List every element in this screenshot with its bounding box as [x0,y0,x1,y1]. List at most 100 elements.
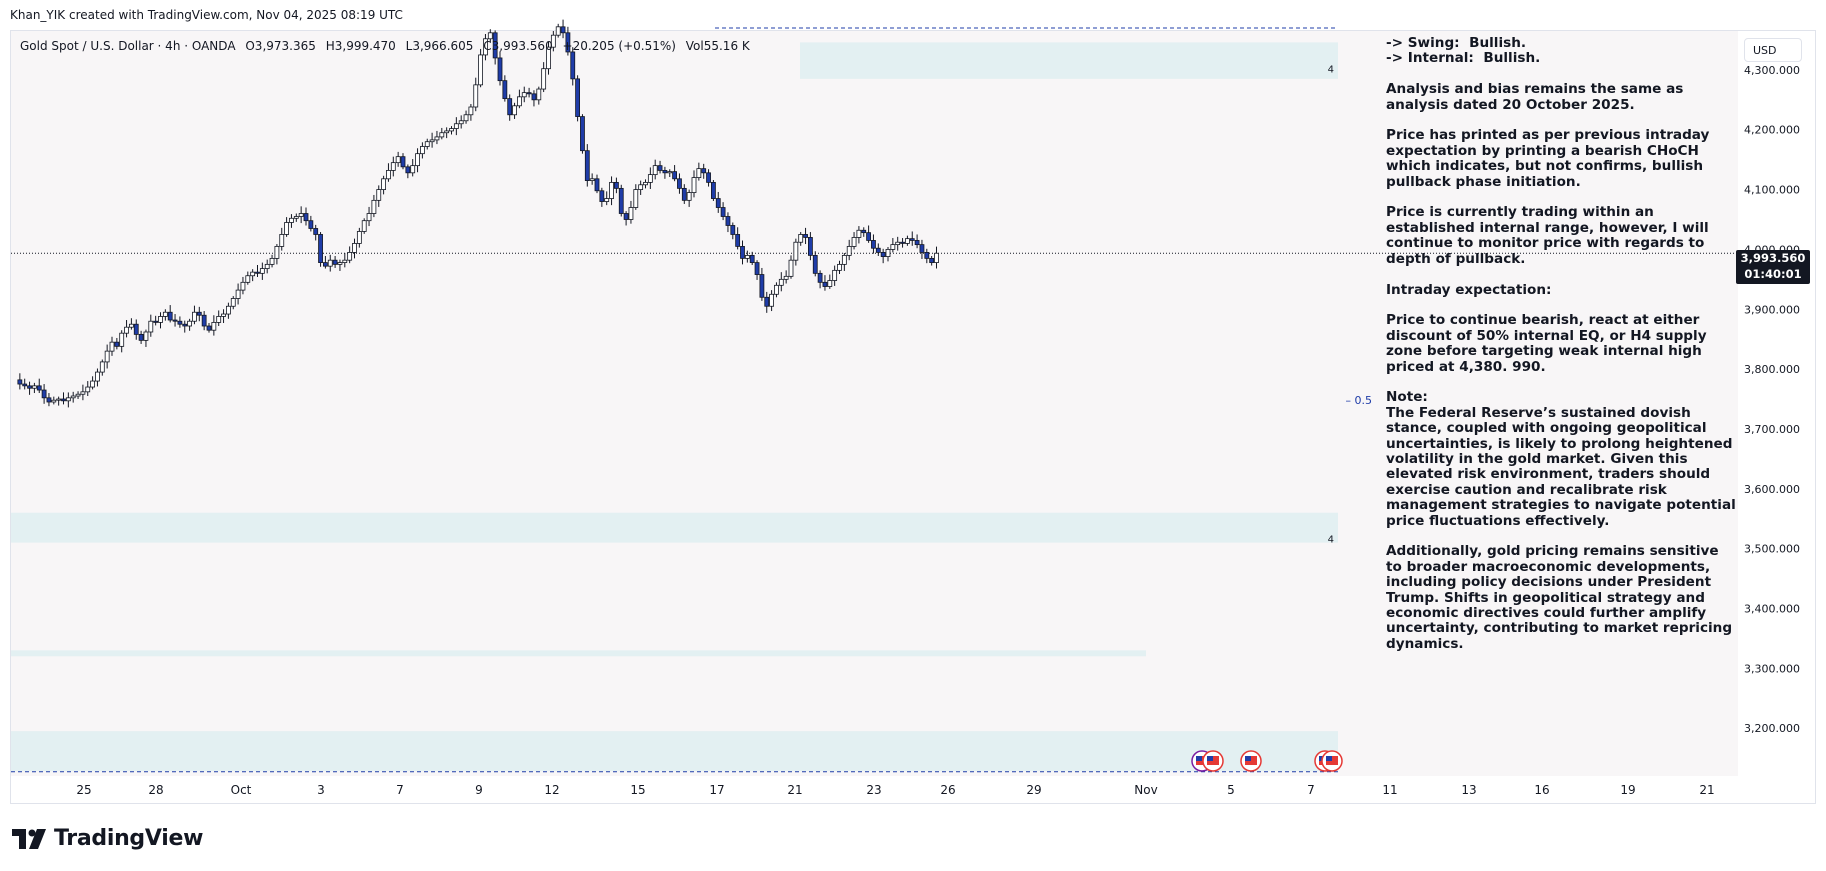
candle-body [512,105,517,116]
x-tick-label: 3 [317,783,325,797]
event-flag-canton [1245,756,1251,761]
y-tick-label: 3,900.000 [1744,303,1800,316]
candle [643,179,648,189]
candle-body [914,240,920,246]
x-tick-label: 21 [1699,783,1714,797]
candle-body [172,319,178,322]
candle [487,29,493,43]
chart-credit: Khan_YIK created with TradingView.com, N… [10,8,403,22]
candle-body [681,187,687,201]
candle-body [856,229,862,238]
candle-body [934,252,939,263]
candle [594,174,600,194]
candle [677,173,682,194]
candle [837,260,842,274]
candle [715,191,721,213]
candle-body [837,263,842,271]
candle [565,26,571,56]
candle-body [434,136,440,141]
candle-body [487,32,493,40]
candle [856,226,862,244]
candle-body [778,278,784,286]
candle [832,265,838,286]
candle-body [444,130,450,134]
candle [386,163,391,182]
candle-body [347,252,353,261]
candle [803,227,808,245]
currency-selector[interactable]: USD [1744,38,1802,62]
candle-body [303,213,309,222]
time-axis: 25 28 Oct 3 7 9 12 15 17 21 23 26 29 Nov 5 7 11 13 16 19 21 [76,783,1714,797]
candle-body [192,311,197,322]
candle-body [308,220,314,229]
candle [240,276,246,295]
candle [589,173,595,185]
candle [740,240,745,265]
candle-body [274,246,280,259]
candle [303,207,309,226]
eq-label: – 0.5 [1346,394,1373,407]
candle-body [478,54,484,86]
candle-body [880,252,886,257]
candle [846,239,852,261]
candle [46,393,52,407]
candle [56,396,62,406]
candle [507,94,513,121]
candle [701,163,707,179]
candle [419,142,425,159]
candle-body [531,93,537,101]
us-event-flag-icon[interactable] [1321,750,1343,772]
candle [657,160,663,174]
candle-body [740,246,745,259]
x-tick-label: 16 [1534,783,1549,797]
candle-body [706,172,711,183]
candle [342,253,348,268]
candle [744,250,750,263]
candle-body [725,216,731,226]
candle [555,23,561,38]
candle-body [85,386,91,393]
candle-body [599,190,605,202]
candle-body [114,341,120,347]
candle [560,19,566,39]
candle [885,247,891,262]
candle-body [769,293,774,307]
candle-body [65,397,71,402]
us-event-flag-icon[interactable] [1240,750,1262,772]
candle [327,254,333,272]
candle [289,214,294,228]
candle [90,376,95,390]
candle [235,283,241,305]
candle-body [497,57,503,82]
candle-body [361,220,367,232]
candle [575,75,580,122]
candle-body [313,228,319,235]
candle-body [832,269,838,281]
candle-body [643,181,648,186]
candle [895,236,901,251]
candle-body [580,116,585,152]
candle-body [162,311,168,317]
candle [497,51,503,86]
candle-body [560,26,566,34]
candle [75,391,81,400]
candle [778,272,784,292]
candle [250,269,256,282]
candle [167,305,173,323]
candle [133,319,139,340]
candle-body [51,399,57,403]
candle [381,175,387,195]
us-event-flag-icon[interactable] [1202,750,1224,772]
candle [284,217,290,237]
candle [216,310,222,327]
candle-body [439,132,445,138]
candle [647,167,653,189]
candle-body [798,234,804,243]
tradingview-logo[interactable]: TradingView [12,826,203,851]
candle [696,162,702,181]
candle-body [211,322,217,331]
candle [774,282,779,298]
zone-2 [11,650,1146,657]
candle [415,148,420,173]
